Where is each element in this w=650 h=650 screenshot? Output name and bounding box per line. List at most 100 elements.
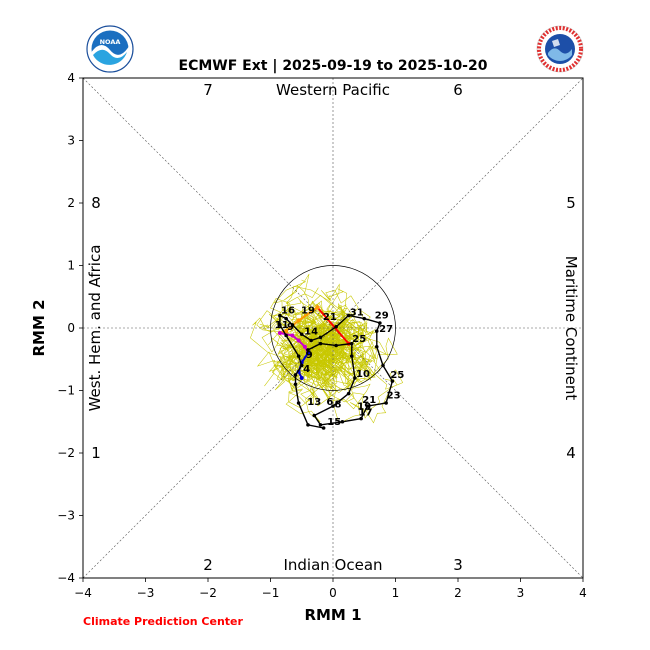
forecast-mean-point <box>365 404 370 408</box>
forecast-mean-point <box>321 426 326 430</box>
y-tick-label: 0 <box>67 321 75 335</box>
phase-label-8: 8 <box>91 194 101 212</box>
forecast-mean-point <box>278 313 282 318</box>
forecast-mean-point <box>362 316 367 321</box>
forecast-mean-point <box>346 391 351 396</box>
forecast-mean-point <box>318 423 323 427</box>
forecast-mean-point <box>384 401 388 405</box>
phase-label-6: 6 <box>453 81 463 99</box>
observed-point <box>299 376 304 380</box>
phase-diagonals <box>82 77 584 579</box>
forecast-mean-point <box>284 333 288 338</box>
y-tick-label: −1 <box>57 384 75 398</box>
unit-circle <box>270 265 396 391</box>
region-label-indian-ocean: Indian Ocean <box>283 556 382 574</box>
forecast-mean-point <box>359 416 363 421</box>
day-label: 10 <box>356 369 370 380</box>
ensemble-member-line <box>298 302 353 359</box>
observed-point <box>277 331 282 335</box>
forecast-mean-point <box>309 338 313 343</box>
day-label: 21 <box>323 312 337 323</box>
day-label: 17 <box>359 408 373 419</box>
day-label: 9 <box>287 322 294 333</box>
ensemble-member-line <box>309 321 368 372</box>
y-tick-label: 3 <box>67 134 75 148</box>
x-tick-label: 0 <box>329 586 337 600</box>
day-label: 4 <box>303 364 310 375</box>
ensemble-member-line <box>270 285 374 353</box>
x-tick-label: 1 <box>392 586 400 600</box>
noaa-logo-text: NOAA <box>100 38 121 46</box>
phase-label-4: 4 <box>566 444 576 462</box>
day-label: 15 <box>327 417 341 428</box>
x-tick-label: 3 <box>517 586 525 600</box>
forecast-mean-point <box>349 341 354 346</box>
forecast-mean-point <box>318 341 323 346</box>
day-label: 21 <box>362 395 376 406</box>
ensemble-member-line <box>287 312 336 367</box>
ensemble-member-line <box>313 329 404 419</box>
day-label: 19 <box>301 306 315 317</box>
region-label-west-hem-africa: West. Hem. and Africa <box>86 245 104 412</box>
day-label: 27 <box>379 324 393 335</box>
forecast-mean-point <box>374 344 379 349</box>
y-tick-label: 4 <box>67 71 75 85</box>
forecast-mean-point <box>374 329 379 333</box>
forecast-mean-point <box>290 323 295 327</box>
forecast-mean-point <box>312 413 317 418</box>
x-axis-label: RMM 1 <box>304 606 361 624</box>
ensemble-member-line <box>295 288 374 367</box>
forecast-mean-point <box>334 324 338 329</box>
observed-point <box>306 351 310 355</box>
day-label: 11 <box>275 320 289 331</box>
forecast-mean-trajectory <box>278 313 395 430</box>
region-label-maritime-continent: Maritime Continent <box>562 256 580 401</box>
phase-label-7: 7 <box>203 81 213 99</box>
observed-point <box>296 318 301 323</box>
forecast-mean-point <box>299 363 304 368</box>
x-tick-label: −4 <box>74 586 92 600</box>
day-label: 8 <box>335 399 342 410</box>
forecast-mean-point <box>334 343 338 348</box>
forecast-mean-point <box>284 316 288 321</box>
phase-label-2: 2 <box>203 556 213 574</box>
y-tick-label: 1 <box>67 259 75 273</box>
forecast-mean-point <box>381 363 385 368</box>
phase-label-3: 3 <box>453 556 463 574</box>
observed-point <box>302 344 307 349</box>
forecast-mean-point <box>306 423 310 427</box>
y-axis-label: RMM 2 <box>30 299 48 356</box>
x-tick-label: 4 <box>579 586 587 600</box>
forecast-mean-point <box>331 404 335 408</box>
observed-segment-line <box>316 306 350 345</box>
phase-label-5: 5 <box>566 194 576 212</box>
observed-point <box>315 305 320 310</box>
y-tick-label: −4 <box>57 571 75 585</box>
x-tick-label: −1 <box>262 586 280 600</box>
forecast-mean-point <box>390 379 395 383</box>
day-label: 31 <box>350 308 364 319</box>
forecast-mean-point <box>318 335 323 340</box>
x-tick-label: −3 <box>137 586 155 600</box>
nws-logo <box>536 25 584 77</box>
day-label: 25 <box>352 334 366 345</box>
day-label: 25 <box>390 370 404 381</box>
chart-title: ECMWF Ext | 2025-09-19 to 2025-10-20 <box>179 58 488 74</box>
x-tick-label: −2 <box>199 586 217 600</box>
forecast-mean-point <box>353 376 357 380</box>
day-label: 13 <box>307 397 321 408</box>
day-label: 23 <box>387 391 401 402</box>
ensemble-member-line <box>259 299 330 359</box>
forecast-mean-point <box>293 373 298 377</box>
day-label: 6 <box>326 397 333 408</box>
forecast-mean-point <box>340 419 345 424</box>
day-label: 14 <box>304 326 318 337</box>
phase-label-1: 1 <box>91 444 101 462</box>
day-label: 29 <box>375 311 389 322</box>
noaa-logo: NOAA <box>86 25 134 77</box>
observed-point <box>296 338 301 343</box>
forecast-mean-point <box>346 313 351 318</box>
region-label-western-pacific: Western Pacific <box>276 81 390 99</box>
